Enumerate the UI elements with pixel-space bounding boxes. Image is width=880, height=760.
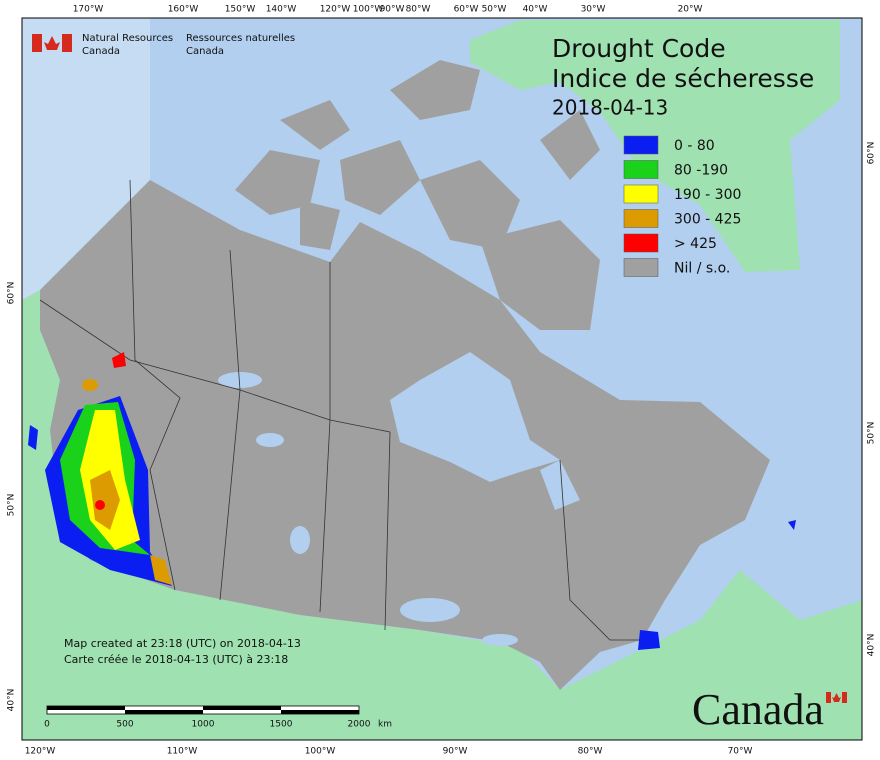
legend-label: 80 -190 — [674, 163, 728, 179]
graticule-label: 60°W — [454, 5, 479, 15]
legend-swatch — [623, 209, 659, 228]
united-states — [22, 560, 862, 740]
graticule-label: 30°W — [581, 5, 606, 15]
legend-title: Drought Code — [552, 34, 726, 63]
scale-label: 1500 — [270, 720, 293, 730]
note: Carte créée le 2018-04-13 (UTC) à 23:18 — [64, 653, 288, 666]
agency-text: Canada — [186, 46, 224, 57]
agency-text: Ressources naturelles — [186, 33, 295, 44]
graticule-label: 80°W — [406, 5, 431, 15]
canada-wordmark: Canada — [692, 685, 824, 734]
graticule-label: 100°W — [353, 5, 384, 15]
james-bay — [540, 460, 580, 510]
lakes — [218, 372, 518, 646]
flag-bar — [62, 34, 72, 52]
legend-label: > 425 — [674, 236, 717, 252]
legend-swatch — [623, 258, 659, 277]
graticule-label: 40°W — [523, 5, 548, 15]
graticule-label: 160°W — [168, 5, 199, 15]
agency-text: Canada — [82, 46, 120, 57]
graticule-label: 100°W — [305, 747, 336, 757]
legend-date: 2018-04-13 — [552, 96, 668, 120]
hudson-bay — [390, 352, 560, 482]
boundaries — [39, 179, 640, 641]
legend-swatch — [623, 135, 659, 155]
legend: 0 - 80 80 -190 190 - 300 300 - 425 > 425 Nil … — [623, 135, 741, 277]
legend-title: Indice de sécheresse — [552, 64, 814, 93]
maple-leaf — [44, 36, 60, 50]
flag-bar — [32, 34, 42, 52]
graticule-label: 70°W — [728, 747, 753, 757]
graticule-label: 90°W — [380, 5, 405, 15]
arctic-islands — [200, 60, 600, 330]
agency-block: Natural Resources Canada Ressources natu… — [32, 33, 295, 57]
graticule-label: 80°W — [578, 747, 603, 757]
agency-text: Natural Resources — [82, 33, 173, 44]
graticule-label: 150°W — [225, 5, 256, 15]
graticule-labels: 170°W 160°W 150°W 140°W 120°W 100°W90°W 80°W 60… — [7, 5, 877, 757]
scale-label: 1000 — [192, 720, 215, 730]
scale-unit: km — [378, 720, 392, 730]
graticule-label: 20°W — [678, 5, 703, 15]
alaska — [22, 290, 90, 580]
wordmark-flag — [826, 692, 847, 703]
drought-code-bc — [28, 352, 796, 650]
graticule-label: 50°N — [7, 494, 17, 517]
graticule-label: 60°N — [7, 282, 17, 305]
legend-swatch — [623, 160, 659, 179]
graticule-label: 50°W — [482, 5, 507, 15]
legend-label: 0 - 80 — [674, 138, 715, 154]
legend-swatch — [623, 233, 659, 253]
note: Map created at 23:18 (UTC) on 2018-04-13 — [64, 637, 301, 650]
frame-border — [21, 17, 863, 741]
legend-label: 190 - 300 — [674, 187, 741, 203]
legend-swatch — [623, 184, 659, 204]
legend-label: Nil / s.o. — [674, 261, 730, 277]
scale-label: 2000 — [348, 720, 371, 730]
graticule-label: 110°W — [167, 747, 198, 757]
arctic-sea — [22, 18, 150, 300]
graticule-label: 120°W — [25, 747, 56, 757]
graticule-label: 140°W — [266, 5, 297, 15]
graticule-label: 50°N — [867, 422, 877, 445]
scale-label: 500 — [116, 720, 133, 730]
scale-bar: 0 500 1000 1500 2000 km — [44, 705, 392, 730]
legend-label: 300 - 425 — [674, 212, 741, 228]
graticule-label: 60°N — [867, 142, 877, 165]
graticule-label: 90°W — [443, 747, 468, 757]
map-frame — [21, 17, 863, 741]
graticule-label: 170°W — [73, 5, 104, 15]
graticule-label: 40°N — [7, 689, 17, 712]
scale-label: 0 — [44, 720, 50, 730]
graticule-label: 120°W — [320, 5, 351, 15]
graticule-label: 40°N — [867, 634, 877, 657]
